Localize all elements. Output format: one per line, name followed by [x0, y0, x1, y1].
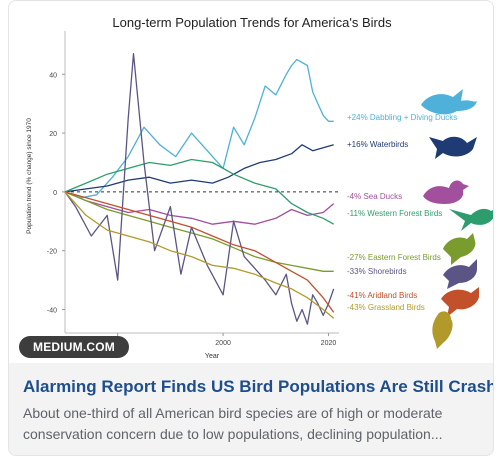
series-label-5: -33% Shorebirds — [347, 267, 407, 276]
x-tick-label: 2000 — [215, 340, 231, 347]
series-line-6 — [64, 191, 335, 313]
link-preview-card[interactable]: Long-term Population Trends for America'… — [8, 0, 494, 456]
population-trends-chart: Long-term Population Trends for America'… — [26, 15, 493, 360]
source-badge: MEDIUM.COM — [19, 336, 129, 358]
chart-figure: Long-term Population Trends for America'… — [9, 1, 493, 363]
y-tick-label: 40 — [49, 72, 57, 79]
bird-silhouette-icon-3 — [449, 208, 493, 231]
series-label-1: +16% Waterbirds — [347, 140, 408, 149]
series-label-4: -27% Eastern Forest Birds — [347, 253, 441, 262]
bird-silhouette-icon-2 — [423, 180, 469, 204]
y-tick-label: 0 — [53, 190, 57, 197]
headline-link[interactable]: Alarming Report Finds US Bird Population… — [23, 377, 494, 396]
series-line-1 — [64, 144, 334, 193]
series-line-4 — [64, 191, 334, 272]
bird-silhouette-icon-1 — [429, 136, 477, 159]
series-line-2 — [64, 191, 335, 225]
x-axis-label: Year — [205, 353, 220, 360]
series-label-7: -43% Grassland Birds — [347, 303, 425, 312]
series-line-5 — [64, 53, 335, 325]
bird-silhouette-icon-5 — [443, 259, 477, 289]
series-label-6: -41% Aridland Birds — [347, 291, 417, 300]
series-line-3 — [64, 158, 335, 225]
bird-silhouette-icon-6 — [441, 287, 479, 317]
y-tick-label: -40 — [47, 307, 57, 314]
series-label-3: -11% Western Forest Birds — [347, 209, 442, 218]
series-label-0: +24% Dabbling + Diving Ducks — [347, 113, 457, 122]
chart-title: Long-term Population Trends for America'… — [112, 15, 392, 30]
bird-silhouette-icon-0 — [421, 89, 477, 115]
description-text: About one-third of all American bird spe… — [23, 405, 443, 442]
bird-silhouette-icon-7 — [432, 311, 453, 349]
x-tick-label: 2020 — [321, 340, 337, 347]
y-tick-label: -20 — [47, 249, 57, 256]
y-tick-label: 20 — [49, 131, 57, 138]
series-line-7 — [64, 191, 335, 319]
series-line-0 — [64, 58, 334, 199]
y-axis-label: Population trend (% change) since 1970 — [26, 118, 33, 234]
series-label-2: -4% Sea Ducks — [347, 192, 402, 201]
bird-silhouette-icon-4 — [443, 233, 476, 265]
